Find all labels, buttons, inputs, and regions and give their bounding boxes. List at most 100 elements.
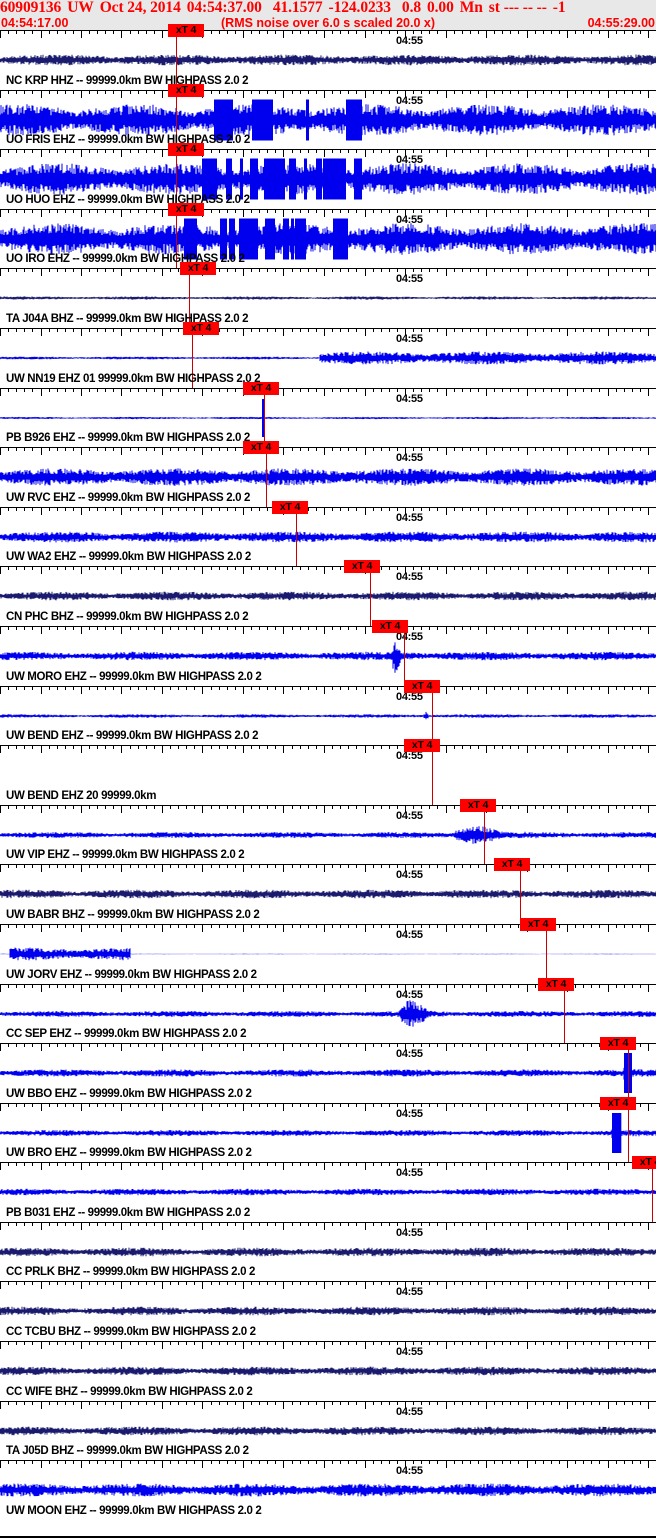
amplitude-scale-badge[interactable]: xT 4 <box>243 381 279 395</box>
axis-tick-minor <box>219 804 220 809</box>
phase-pick-line[interactable] <box>176 30 177 90</box>
amplitude-scale-badge[interactable]: xT 4 <box>632 1156 656 1170</box>
trace-row[interactable]: 04:55 xT 4 UO FRIS EHZ -- 99999.0km BW HIG… <box>0 83 656 150</box>
trace-row[interactable]: 04:55 CC WIFE BHZ -- 99999.0km BW HIGHPAS… <box>0 1341 656 1401</box>
axis-tick-minor <box>551 625 552 630</box>
waveform-trace[interactable] <box>0 1290 656 1332</box>
phase-pick-line[interactable] <box>546 923 547 984</box>
phase-pick-line[interactable] <box>432 685 433 746</box>
time-axis-ticks <box>0 327 656 336</box>
phase-pick-line[interactable] <box>266 447 267 507</box>
trace-row[interactable]: 04:55 xT 4 NC KRP HHZ -- 99999.0km BW HIGH… <box>0 24 656 90</box>
waveform-trace[interactable] <box>0 277 656 319</box>
trace-row[interactable]: 04:55 xT 4 UW BBO EHZ -- 99999.0km BW HIGH… <box>0 1037 656 1103</box>
amplitude-scale-badge[interactable]: xT 4 <box>404 679 440 693</box>
phase-pick-line[interactable] <box>628 1043 629 1103</box>
trace-row[interactable]: 04:55 xT 4 UO HUO EHZ -- 99999.0km BW HIGH… <box>0 143 656 209</box>
phase-pick-line[interactable] <box>176 208 177 269</box>
amplitude-scale-badge[interactable]: xT 4 <box>344 560 380 574</box>
waveform-trace[interactable] <box>0 575 656 617</box>
trace-row[interactable]: 04:55 xT 4 CN PHC BHZ -- 99999.0km BW HIGH… <box>0 560 656 626</box>
amplitude-scale-badge[interactable]: xT 4 <box>168 202 204 216</box>
phase-pick-line[interactable] <box>370 566 371 626</box>
waveform-trace[interactable] <box>0 873 656 915</box>
trace-row[interactable]: 04:55 CC TCBU BHZ -- 99999.0km BW HIGHPAS… <box>0 1281 656 1341</box>
amplitude-scale-badge[interactable]: xT 4 <box>538 977 574 991</box>
trace-row[interactable]: 04:55 xT 4 UW MORO EHZ -- 99999.0km BW HIG… <box>0 619 656 686</box>
amplitude-scale-badge[interactable]: xT 4 <box>494 858 530 872</box>
waveform-trace[interactable] <box>0 158 656 200</box>
phase-pick-line[interactable] <box>176 149 177 209</box>
amplitude-scale-badge[interactable]: xT 4 <box>520 917 556 931</box>
phase-pick-line[interactable] <box>484 804 485 865</box>
trace-row[interactable]: 04:55 xT 4 UW JORV EHZ -- 99999.0km BW HIG… <box>0 917 656 984</box>
waveform-trace[interactable] <box>0 39 656 81</box>
waveform-trace[interactable] <box>0 814 656 856</box>
phase-pick-line[interactable] <box>192 327 193 388</box>
trace-row[interactable]: 04:55 UW MOON EHZ -- 99999.0km BW HIGHPAS… <box>0 1460 656 1520</box>
waveform-trace[interactable] <box>0 1469 656 1511</box>
waveform-trace[interactable] <box>0 933 656 975</box>
axis-tick-minor <box>599 268 600 273</box>
amplitude-scale-badge[interactable]: xT 4 <box>404 739 440 753</box>
amplitude-scale-badge[interactable]: xT 4 <box>272 500 308 514</box>
axis-tick-minor <box>381 1221 382 1226</box>
amplitude-scale-badge[interactable]: xT 4 <box>180 262 216 276</box>
amplitude-scale-badge[interactable]: xT 4 <box>600 1037 636 1051</box>
trace-row[interactable]: 04:55 xT 4 TA J04A BHZ -- 99999.0km BW HIG… <box>0 262 656 328</box>
trace-row[interactable]: 04:55 xT 4 UW BRO EHZ -- 99999.0km BW HIGH… <box>0 1096 656 1163</box>
amplitude-scale-badge[interactable]: xT 4 <box>168 83 204 97</box>
trace-row[interactable]: 04:55 TA J05D BHZ -- 99999.0km BW HIGHPAS… <box>0 1400 656 1461</box>
axis-tick-minor <box>356 1341 357 1346</box>
phase-pick-line[interactable] <box>628 1102 629 1163</box>
waveform-trace[interactable] <box>0 218 656 260</box>
axis-tick-minor <box>170 685 171 690</box>
waveform-trace[interactable] <box>0 397 656 439</box>
trace-row[interactable]: 04:55 xT 4 UW BEND EHZ 20 99999.0km <box>0 739 656 805</box>
amplitude-scale-badge[interactable]: xT 4 <box>372 619 408 633</box>
axis-tick-minor <box>138 1281 139 1286</box>
phase-pick-line[interactable] <box>652 1162 653 1222</box>
waveform-trace[interactable] <box>0 1410 656 1452</box>
waveform-trace[interactable] <box>0 1171 656 1213</box>
phase-pick-line[interactable] <box>189 268 190 328</box>
trace-row[interactable]: 04:55 xT 4 UW BEND EHZ -- 99999.0km BW HIG… <box>0 679 656 746</box>
phase-pick-line[interactable] <box>296 506 297 567</box>
amplitude-scale-badge[interactable]: xT 4 <box>460 798 496 812</box>
waveform-trace[interactable] <box>0 1112 656 1154</box>
trace-row[interactable]: 04:55 xT 4 UO IRO EHZ -- 99999.0km BW HIGH… <box>0 202 656 269</box>
waveform-trace[interactable] <box>0 337 656 379</box>
axis-tick-major <box>81 864 82 873</box>
waveform-trace[interactable] <box>0 99 656 141</box>
trace-row[interactable]: 04:55 CC PRLK BHZ -- 99999.0km BW HIGHPAS… <box>0 1221 656 1282</box>
trace-row[interactable]: 04:55 xT 4 CC SEP EHZ -- 99999.0km BW HIGH… <box>0 977 656 1044</box>
trace-row[interactable]: 04:55 xT 4 UW BABR BHZ -- 99999.0km BW HIG… <box>0 858 656 924</box>
waveform-trace[interactable] <box>0 635 656 677</box>
axis-tick-minor <box>146 1341 147 1346</box>
trace-row[interactable]: 04:55 xT 4 UW RVC EHZ -- 99999.0km BW HIGH… <box>0 441 656 507</box>
waveform-trace[interactable] <box>0 1350 656 1392</box>
phase-pick-line[interactable] <box>404 625 405 686</box>
axis-tick-minor <box>259 566 260 571</box>
waveform-trace[interactable] <box>0 993 656 1035</box>
axis-tick-minor <box>235 149 236 154</box>
amplitude-scale-badge[interactable]: xT 4 <box>183 321 219 335</box>
trace-row[interactable]: 04:55 xT 4 UW WA2 EHZ -- 99999.0km BW HIGH… <box>0 500 656 567</box>
waveform-trace[interactable] <box>0 516 656 558</box>
phase-pick-line[interactable] <box>264 387 265 448</box>
amplitude-scale-badge[interactable]: xT 4 <box>243 441 279 455</box>
phase-pick-line[interactable] <box>520 864 521 924</box>
amplitude-scale-badge[interactable]: xT 4 <box>600 1096 636 1110</box>
phase-pick-line[interactable] <box>432 745 433 805</box>
trace-row[interactable]: 04:55 xT 4 PB B926 EHZ -- 99999.0km BW HIG… <box>0 381 656 448</box>
waveform-trace[interactable] <box>0 456 656 498</box>
waveform-trace[interactable] <box>0 1231 656 1273</box>
amplitude-scale-badge[interactable]: xT 4 <box>168 24 204 37</box>
trace-row[interactable]: 04:55 xT 4 UW VIP EHZ -- 99999.0km BW HIGH… <box>0 798 656 865</box>
waveform-trace[interactable] <box>0 695 656 737</box>
phase-pick-line[interactable] <box>564 983 565 1044</box>
phase-pick-line[interactable] <box>176 89 177 150</box>
trace-row[interactable]: 04:55 xT 4 UW NN19 EHZ 01 99999.0km BW HIG… <box>0 321 656 388</box>
amplitude-scale-badge[interactable]: xT 4 <box>168 143 204 157</box>
